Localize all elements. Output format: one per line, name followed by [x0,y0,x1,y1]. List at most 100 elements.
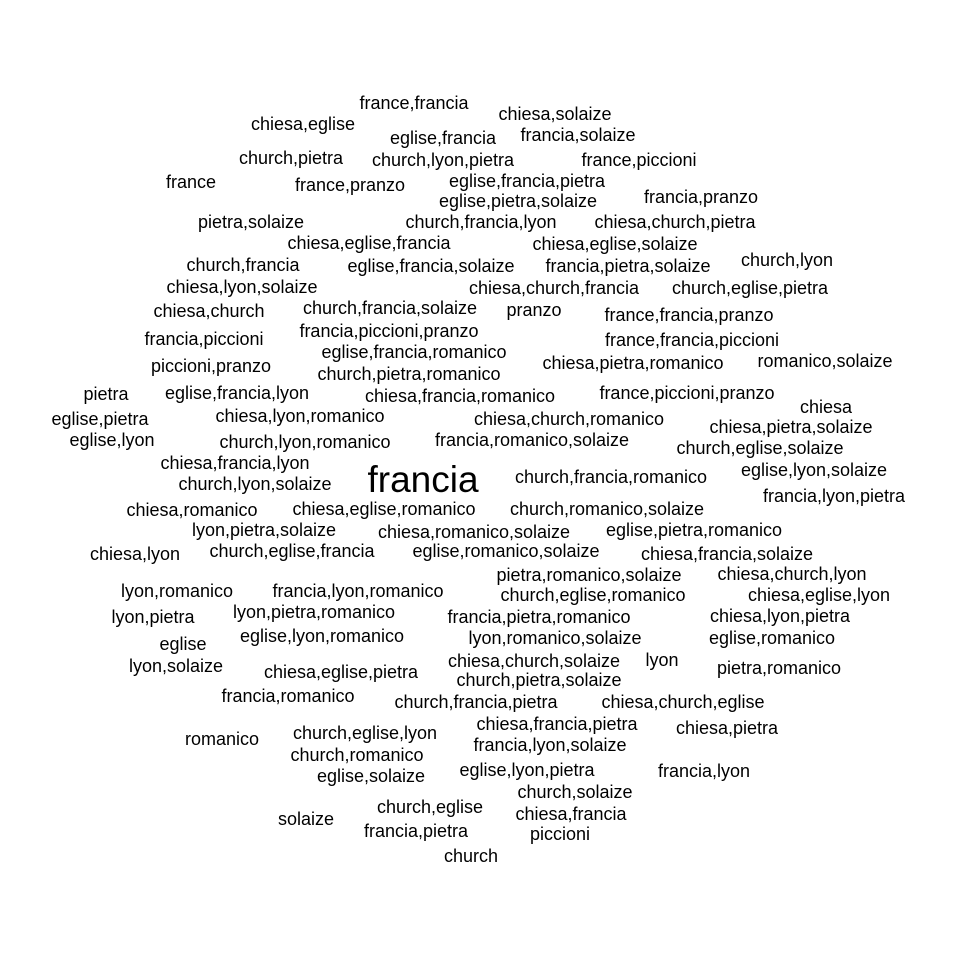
cloud-word: pietra,romanico,solaize [496,565,681,585]
cloud-word: chiesa,solaize [498,104,611,124]
cloud-word: church,eglise,romanico [500,585,685,605]
cloud-word: church,francia,solaize [303,298,477,318]
cloud-word: chiesa,church,solaize [448,651,620,671]
cloud-word: eglise,francia,pietra [449,171,606,191]
cloud-word: chiesa,church [153,301,264,321]
cloud-word: chiesa,romanico,solaize [378,522,570,542]
cloud-word: romanico,solaize [757,351,892,371]
cloud-word: eglise,francia,romanico [321,342,506,362]
cloud-word: eglise,lyon,pietra [459,760,595,780]
cloud-word: francia,lyon,solaize [473,735,626,755]
cloud-word: francia,romanico [221,686,354,706]
cloud-word: pietra,romanico [717,658,841,678]
cloud-word: chiesa,eglise,francia [287,233,451,253]
cloud-word: francia,solaize [520,125,635,145]
cloud-word: chiesa,pietra,romanico [542,353,723,373]
cloud-word: church,pietra,romanico [317,364,500,384]
cloud-word: lyon,romanico [121,581,233,601]
cloud-word: church,lyon,pietra [372,150,515,170]
cloud-word: piccioni [530,824,590,844]
cloud-word: church,eglise,lyon [293,723,437,743]
cloud-word: church,eglise,solaize [676,438,843,458]
cloud-word: francia,pranzo [644,187,758,207]
cloud-word: church,eglise [377,797,483,817]
cloud-word: pietra [83,384,129,404]
cloud-word: francia,pietra [364,821,469,841]
cloud-word: francia,piccioni [144,329,263,349]
cloud-word: francia,pietra,solaize [545,256,710,276]
cloud-word: lyon,solaize [129,656,223,676]
cloud-word: eglise [159,634,206,654]
cloud-word: chiesa,church,romanico [474,409,664,429]
cloud-word: eglise,pietra,romanico [606,520,782,540]
cloud-word: france,francia [359,93,469,113]
cloud-word: france,pranzo [295,175,405,195]
cloud-word: francia,romanico,solaize [435,430,629,450]
cloud-word: church,lyon,solaize [178,474,331,494]
cloud-word: lyon [645,650,678,670]
cloud-word: chiesa,francia,solaize [641,544,813,564]
cloud-word: chiesa,church,lyon [717,564,866,584]
cloud-word: chiesa,eglise,romanico [292,499,475,519]
cloud-word: chiesa,romanico [126,500,257,520]
cloud-word: chiesa,pietra [676,718,779,738]
cloud-word: francia [367,459,478,500]
cloud-word: church,romanico,solaize [510,499,704,519]
cloud-word: eglise,lyon [69,430,154,450]
cloud-word: chiesa,eglise,solaize [532,234,697,254]
cloud-word: chiesa,church,francia [469,278,640,298]
cloud-word: eglise,lyon,solaize [741,460,887,480]
cloud-word: eglise,romanico,solaize [412,541,599,561]
cloud-word: chiesa,francia,pietra [476,714,638,734]
cloud-word: church,romanico [290,745,423,765]
cloud-word: eglise,lyon,romanico [240,626,404,646]
cloud-word: france,francia,pranzo [604,305,773,325]
cloud-word: chiesa,pietra,solaize [709,417,872,437]
cloud-word: pietra,solaize [198,212,304,232]
cloud-word: francia,pietra,romanico [447,607,630,627]
cloud-word: church,solaize [517,782,632,802]
cloud-word: chiesa,eglise [251,114,355,134]
cloud-word: church,lyon,romanico [219,432,390,452]
cloud-word: church,francia [186,255,300,275]
cloud-word: francia,lyon,romanico [272,581,443,601]
cloud-word: eglise,francia,lyon [165,383,309,403]
cloud-word: chiesa,eglise,lyon [748,585,890,605]
cloud-word: eglise,francia [390,128,497,148]
cloud-word: pranzo [506,300,561,320]
cloud-word: lyon,pietra,romanico [233,602,395,622]
cloud-word: church,francia,lyon [405,212,556,232]
cloud-word: romanico [185,729,259,749]
cloud-word: church,eglise,francia [209,541,375,561]
cloud-word: lyon,romanico,solaize [468,628,641,648]
cloud-word: chiesa,francia,romanico [365,386,555,406]
cloud-word: lyon,pietra,solaize [192,520,336,540]
cloud-word: chiesa,church,eglise [601,692,764,712]
cloud-word: church,francia,romanico [515,467,707,487]
cloud-word: church,francia,pietra [394,692,558,712]
cloud-word: chiesa,church,pietra [594,212,756,232]
cloud-word: france [166,172,216,192]
cloud-word: francia,lyon,pietra [763,486,906,506]
cloud-word: france,piccioni [581,150,696,170]
cloud-word: chiesa,lyon,pietra [710,606,851,626]
cloud-word: church [444,846,498,866]
cloud-word: francia,piccioni,pranzo [299,321,478,341]
cloud-word: eglise,pietra [51,409,149,429]
cloud-word: church,pietra,solaize [456,670,621,690]
cloud-word: chiesa,eglise,pietra [264,662,419,682]
cloud-word: lyon,pietra [111,607,195,627]
cloud-word: eglise,solaize [317,766,425,786]
cloud-word: chiesa [800,397,853,417]
cloud-word: france,piccioni,pranzo [599,383,774,403]
cloud-word: piccioni,pranzo [151,356,271,376]
cloud-word: francia,lyon [658,761,750,781]
cloud-word: eglise,romanico [709,628,835,648]
cloud-word: eglise,pietra,solaize [439,191,597,211]
cloud-word: chiesa,francia,lyon [160,453,309,473]
cloud-word: solaize [278,809,334,829]
cloud-word: chiesa,lyon,romanico [215,406,384,426]
cloud-word: chiesa,lyon,solaize [166,277,317,297]
cloud-word: france,francia,piccioni [605,330,779,350]
